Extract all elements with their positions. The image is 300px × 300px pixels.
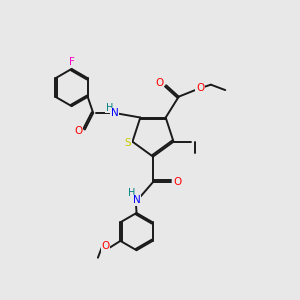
Text: S: S bbox=[124, 138, 131, 148]
Text: O: O bbox=[74, 126, 82, 136]
Text: O: O bbox=[101, 241, 110, 251]
Text: H: H bbox=[106, 103, 113, 112]
Text: F: F bbox=[69, 57, 75, 67]
Text: N: N bbox=[133, 195, 140, 205]
Text: O: O bbox=[196, 83, 204, 93]
Text: H: H bbox=[128, 188, 136, 199]
Text: O: O bbox=[155, 78, 164, 88]
Text: N: N bbox=[111, 108, 119, 118]
Text: O: O bbox=[173, 177, 182, 187]
